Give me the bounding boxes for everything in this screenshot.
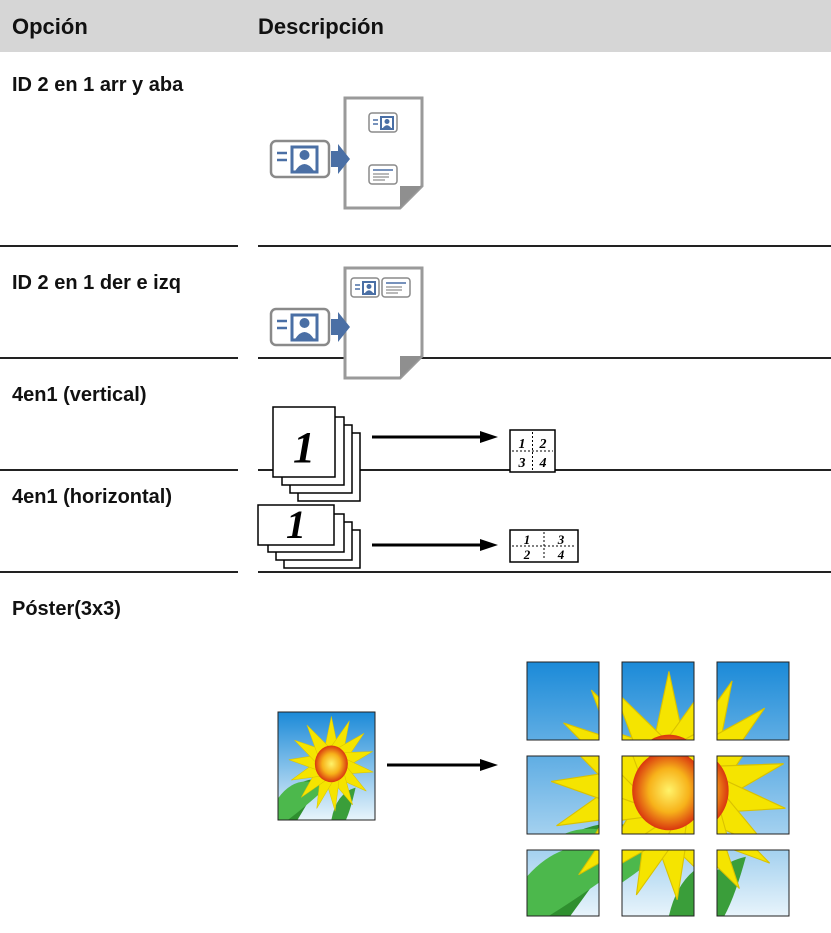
quadrant-number: 4 <box>557 547 565 562</box>
option-label: 4en1 (horizontal) <box>12 486 173 508</box>
option-label: ID 2 en 1 der e izq <box>12 272 181 294</box>
quadrant-number: 1 <box>524 532 531 547</box>
header-cell: Opción <box>12 14 88 39</box>
row-separator <box>258 357 831 359</box>
row-separator <box>0 469 238 471</box>
row-separator <box>258 245 831 247</box>
option-label: Póster(3x3) <box>12 598 121 620</box>
four-in-one-vertical <box>272 406 556 502</box>
row-separator <box>258 571 831 573</box>
id-illustration <box>269 96 424 210</box>
quadrant-number: 2 <box>523 547 531 562</box>
row-separator <box>0 357 238 359</box>
option-label: ID 2 en 1 arr y aba <box>12 74 184 96</box>
four-in-one-horizontal <box>257 504 579 569</box>
poster-illustration <box>277 661 790 917</box>
option-label: 4en1 (vertical) <box>12 384 147 406</box>
quadrant-number: 4 <box>539 456 547 471</box>
quadrant-number: 1 <box>519 437 526 452</box>
quadrant-number: 3 <box>518 456 526 471</box>
quadrant-number: 2 <box>539 437 547 452</box>
row-separator <box>0 571 238 573</box>
row-separator <box>0 245 238 247</box>
header-cell: Descripción <box>258 14 384 39</box>
quadrant-number: 3 <box>557 532 565 547</box>
id-illustration <box>269 266 424 380</box>
page-number: 1 <box>286 502 306 547</box>
page-number: 1 <box>293 423 315 472</box>
page-numbers: 1 1 2 3 4 1 1 3 2 4 <box>286 423 565 562</box>
table-header: Opción Descripción <box>0 0 831 52</box>
